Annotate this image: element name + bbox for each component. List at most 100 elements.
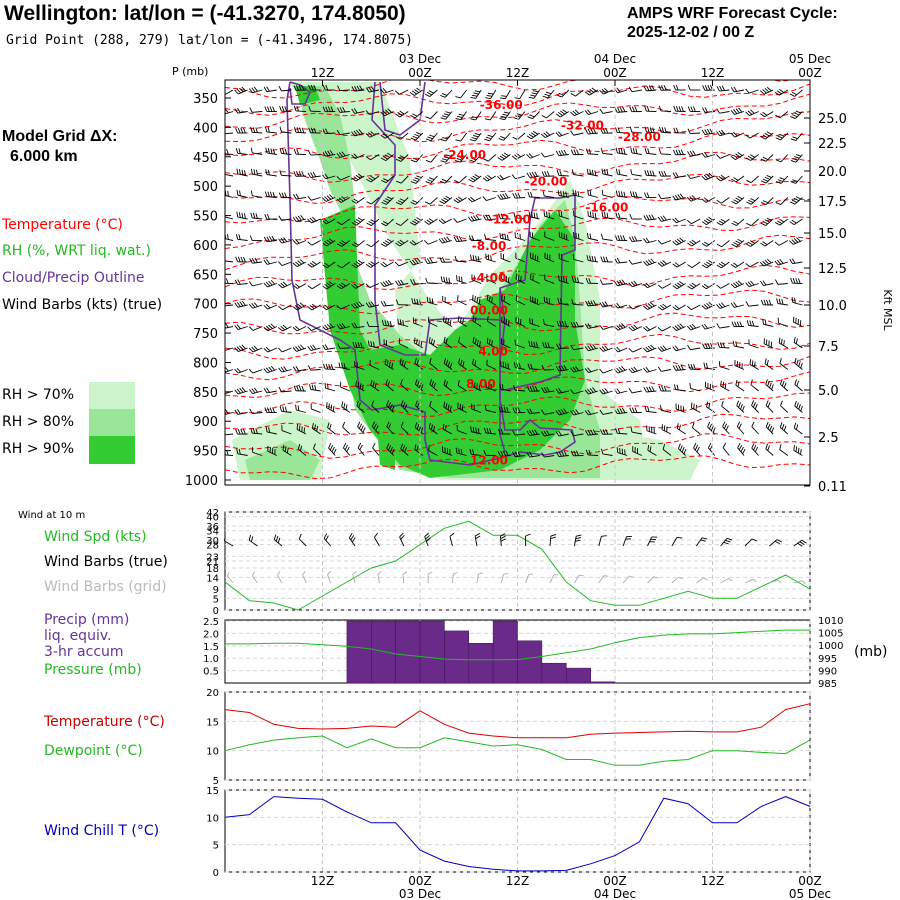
wind-barb: [646, 425, 657, 435]
wind-barb: [632, 446, 642, 456]
wind-barb: [730, 107, 745, 115]
wind-barb: [394, 261, 409, 267]
wind-barb: [730, 152, 745, 161]
wind-barb: [250, 168, 263, 177]
wind-barb: [628, 304, 642, 310]
wind-barb: [410, 175, 424, 184]
wind-barb: [381, 218, 394, 227]
wind-barb: [586, 168, 599, 177]
wind-barb: [410, 154, 424, 163]
wind-barb-grid: [671, 576, 684, 584]
wind-barb: [395, 279, 409, 286]
wind-barb: [322, 281, 336, 290]
wind-barb-grid: [327, 570, 332, 584]
wind-barb: [615, 147, 628, 155]
wind-barb: [292, 365, 307, 372]
wind-barb: [600, 233, 613, 241]
wind-panel-tick-label: 5: [213, 594, 219, 605]
wind-barb: [336, 282, 351, 290]
wind-barb: [555, 408, 569, 416]
wind-barb: [336, 261, 351, 269]
pressure-unit-label: (mb): [854, 644, 888, 660]
wind-barb: [573, 232, 584, 241]
wind-barb-grid: [696, 577, 708, 584]
wind-barb: [351, 173, 365, 182]
top-time-label: 12Z: [701, 66, 725, 80]
isotherm-label: -8.00: [472, 239, 507, 253]
wind-barb: [225, 233, 234, 241]
rh80-swatch: [89, 409, 135, 436]
wind-barb: [453, 218, 467, 223]
wind-barb: [630, 426, 642, 435]
wind-barb: [791, 297, 803, 306]
wind-barb: [484, 132, 497, 142]
wind-barb: [746, 175, 759, 184]
wind-barb-grid: [720, 578, 733, 584]
wind-barb: [248, 387, 263, 395]
wind-barb: [336, 323, 350, 330]
wind-barb: [394, 89, 409, 95]
isotherm-label: 12.00: [470, 453, 508, 467]
wind-barb: [558, 275, 569, 284]
wind-barb: [386, 400, 395, 413]
wind-barb: [322, 106, 336, 113]
wind-barb: [337, 106, 350, 113]
model-grid-value: 6.000 km: [10, 148, 78, 165]
wind-barb: [438, 218, 453, 224]
sounding-frame: P (mb) 350 400 450 500 550 600 650 700 750 800 850 9…: [172, 65, 894, 495]
wind-barb: [701, 240, 716, 247]
wind-barb: [424, 218, 438, 225]
wind-barb-grid: [549, 574, 559, 584]
wind-barb: [732, 340, 745, 349]
wind-barb: [657, 345, 672, 352]
wind-barb: [472, 294, 482, 306]
wind-barb: [264, 106, 277, 112]
wind-barb: [482, 196, 496, 202]
wind-barb: [397, 318, 409, 327]
wind-barb: [599, 409, 613, 415]
wind-panel-tick-label: 34: [206, 527, 219, 538]
legend-rh70: RH > 70%: [2, 387, 75, 403]
wind-barb: [528, 211, 540, 220]
wind-barb: [336, 240, 351, 247]
wind-barb: [673, 149, 686, 156]
wind-barb: [425, 132, 438, 142]
wind-barb: [717, 342, 730, 349]
wind-barb: [760, 111, 774, 118]
wind-barb: [716, 218, 730, 226]
wind-barb: [234, 279, 248, 285]
wind-barb: [365, 110, 380, 116]
wind-barb: [278, 386, 292, 393]
wind-barb: [455, 89, 467, 99]
wind-barb: [439, 89, 453, 98]
wind-barb: [587, 210, 599, 220]
wind-barb: [440, 111, 453, 120]
wind-barb: [759, 86, 774, 95]
wind-barb: [672, 323, 686, 331]
wind-barb: [687, 150, 701, 157]
pressure-tick-label: 1000: [185, 474, 218, 489]
height-tick-label: 17.5: [818, 195, 847, 210]
wind-panel-tick-label: 14: [206, 573, 219, 584]
wind-barb: [599, 87, 613, 95]
wind-barb: [557, 190, 569, 198]
wind-barb: [601, 448, 613, 456]
wind-barb: [600, 127, 613, 134]
top-time-label: 12Z: [311, 66, 335, 80]
height-tick-label: 2.5: [818, 431, 839, 446]
wind-barb: [628, 388, 642, 394]
wind-barb: [293, 148, 307, 155]
bottom-time-label: 12Z: [311, 874, 335, 888]
wind-barb: [644, 406, 657, 413]
wind-barb: [764, 358, 774, 370]
wind-barb: [235, 428, 248, 435]
wind-barb: [225, 260, 234, 263]
wind-barb: [572, 254, 584, 263]
wind-barb: [716, 85, 730, 92]
wind-barb: [775, 197, 789, 205]
pressure-tick-label: 650: [193, 268, 218, 283]
height-tick-label: 0.11: [818, 480, 847, 495]
wind-barb: [730, 280, 745, 289]
wind-barb: [424, 240, 438, 245]
wind-barb: [613, 302, 628, 309]
